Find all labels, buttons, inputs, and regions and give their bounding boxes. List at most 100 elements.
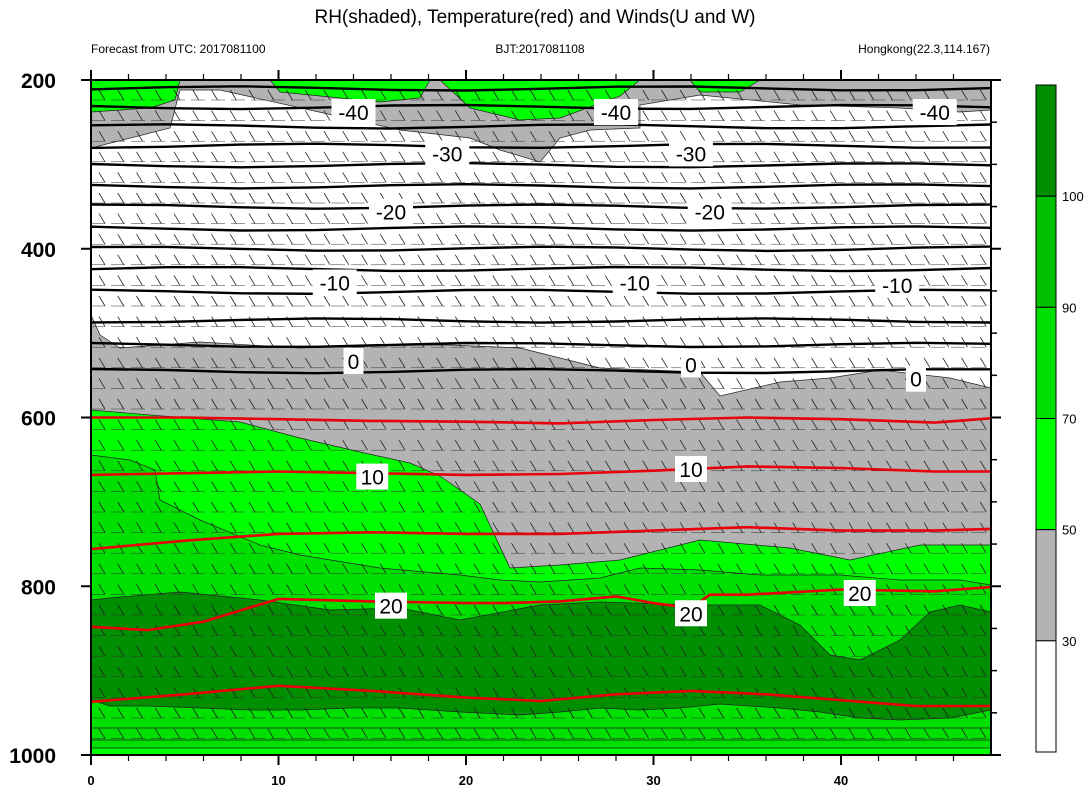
- wind-barb: [904, 130, 912, 142]
- wind-barb: [473, 666, 481, 678]
- wind-barb: [154, 192, 162, 204]
- wind-barb: [942, 728, 950, 739]
- wind-barb: [586, 666, 593, 678]
- wind-barb: [736, 439, 743, 451]
- wind-barb: [98, 687, 106, 698]
- wind-barb: [473, 645, 481, 657]
- wind-barb: [117, 110, 125, 121]
- wind-barb: [604, 130, 612, 142]
- wind-barb: [304, 398, 312, 410]
- wind-barb: [567, 130, 575, 142]
- wind-barb: [154, 728, 162, 739]
- wind-barb: [736, 584, 743, 595]
- wind-barb: [323, 110, 331, 121]
- wind-barb: [342, 542, 350, 554]
- wind-barb: [829, 481, 837, 492]
- wind-barb: [229, 172, 237, 183]
- wind-barb: [117, 604, 125, 616]
- wind-barb: [548, 563, 556, 575]
- wind-barb: [979, 295, 987, 307]
- wind-barb: [136, 419, 143, 430]
- wind-barb: [923, 192, 931, 204]
- wind-barb: [773, 378, 781, 389]
- wind-barb: [736, 604, 743, 616]
- wind-barb: [773, 110, 781, 121]
- wind-barb: [173, 233, 181, 245]
- wind-barb: [173, 563, 181, 575]
- wind-barb: [548, 89, 556, 101]
- wind-barb: [304, 151, 312, 163]
- wind-barb: [923, 460, 931, 472]
- wind-barb: [379, 378, 387, 389]
- wind-barb: [698, 501, 706, 513]
- wind-barb: [211, 130, 218, 142]
- wind-barb: [454, 563, 462, 575]
- wind-barb: [736, 625, 743, 636]
- wind-barb: [698, 275, 706, 286]
- contour-label-box: [681, 351, 701, 378]
- wind-barb: [379, 275, 387, 286]
- wind-barb: [867, 707, 875, 719]
- contour-label-text: -40: [920, 102, 950, 125]
- wind-barb: [886, 687, 893, 698]
- wind-barb: [267, 707, 275, 719]
- wind-barb: [229, 419, 237, 430]
- wind-barb: [792, 666, 800, 678]
- wind-barb: [979, 357, 987, 369]
- wind-barb: [886, 213, 893, 224]
- wind-barb: [192, 501, 200, 513]
- wind-barb: [492, 439, 500, 451]
- wind-barb: [773, 295, 781, 307]
- wind-barb: [923, 728, 931, 739]
- wind-barb: [661, 254, 668, 266]
- wind-barb: [323, 192, 331, 204]
- wind-barb: [511, 542, 518, 554]
- wind-barb: [904, 254, 912, 266]
- wind-barb: [604, 707, 612, 719]
- wind-barb: [792, 172, 800, 183]
- wind-barb: [604, 645, 612, 657]
- wind-barb: [473, 275, 481, 286]
- wind-barb: [567, 336, 575, 348]
- wind-barb: [904, 213, 912, 224]
- wind-barb: [154, 501, 162, 513]
- wind-barb: [98, 110, 106, 121]
- wind-barb: [679, 89, 687, 101]
- wind-barb: [436, 398, 443, 410]
- wind-barb: [642, 439, 650, 451]
- wind-barb: [623, 398, 631, 410]
- wind-barb: [248, 192, 256, 204]
- wind-barb: [417, 522, 425, 533]
- contour-label-text: 20: [379, 596, 402, 619]
- wind-barb: [979, 130, 987, 142]
- wind-barb: [698, 295, 706, 307]
- wind-barb: [286, 501, 293, 513]
- wind-barb: [679, 522, 687, 533]
- wind-barb: [642, 398, 650, 410]
- wind-barb: [604, 666, 612, 678]
- wind-barb: [473, 522, 481, 533]
- wind-barb: [323, 439, 331, 451]
- wind-barb: [548, 357, 556, 369]
- wind-barb: [323, 522, 331, 533]
- wind-barb: [117, 419, 125, 430]
- wind-barb: [192, 192, 200, 204]
- wind-barb: [773, 275, 781, 286]
- wind-barb: [342, 130, 350, 142]
- wind-barb: [886, 501, 893, 513]
- wind-barb: [623, 687, 631, 698]
- wind-barb: [398, 110, 406, 121]
- wind-barb: [173, 604, 181, 616]
- wind-barb: [398, 707, 406, 719]
- black-isotherm: [91, 182, 991, 190]
- wind-barb: [586, 110, 593, 121]
- y-tick-label: 800: [21, 576, 56, 599]
- wind-barb: [961, 130, 968, 142]
- wind-barb: [379, 254, 387, 266]
- wind-barb: [811, 192, 818, 204]
- wind-barb: [529, 563, 537, 575]
- wind-barb: [717, 439, 725, 451]
- wind-barb: [604, 172, 612, 183]
- wind-barb: [661, 625, 668, 636]
- temperature-contour-label: -10: [312, 269, 357, 296]
